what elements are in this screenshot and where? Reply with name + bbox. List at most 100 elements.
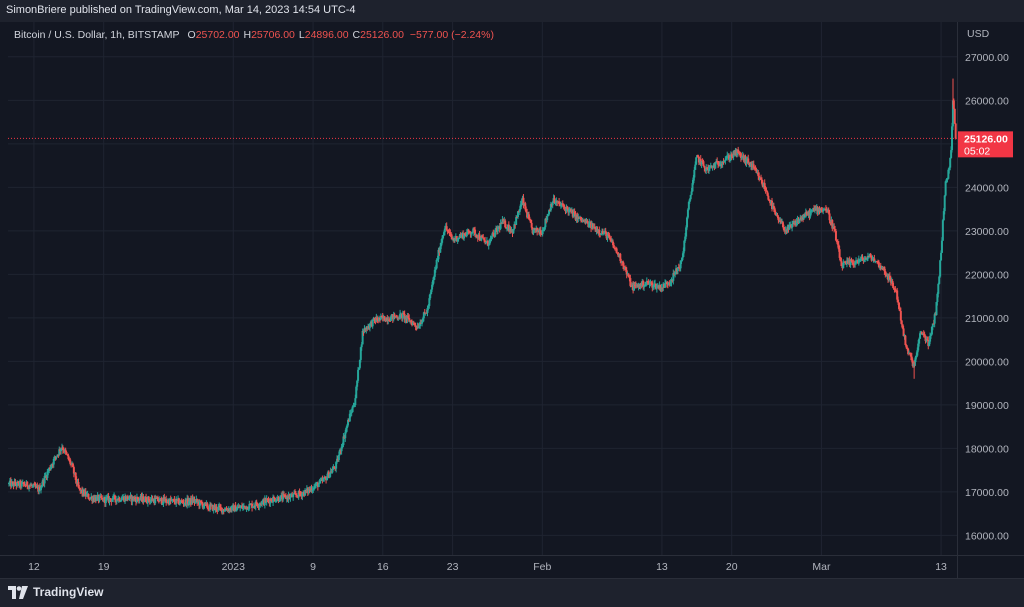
candle <box>901 324 904 330</box>
candle <box>50 463 53 468</box>
candle-body <box>851 261 854 263</box>
candle <box>376 315 379 323</box>
candle <box>445 222 448 232</box>
candle-body <box>470 233 473 235</box>
candle-body <box>810 210 813 212</box>
candle-body <box>929 335 932 342</box>
candle <box>889 275 892 286</box>
candle-body <box>888 275 891 280</box>
candle <box>522 194 525 209</box>
candle <box>873 254 876 262</box>
candle-body <box>823 209 826 211</box>
candle-body <box>451 237 454 240</box>
candle <box>926 336 929 341</box>
legend-low-label: L <box>298 29 305 41</box>
candle-body <box>481 236 484 238</box>
candle <box>182 499 185 507</box>
candle-body <box>753 167 756 169</box>
candle-body <box>294 493 297 496</box>
candle-body <box>906 347 909 349</box>
candle-body <box>307 489 310 493</box>
candle-body <box>14 481 17 485</box>
candle <box>714 161 717 169</box>
candle-body <box>834 229 837 232</box>
candle-body <box>703 165 706 168</box>
chart-panel[interactable]: USD27000.0026000.0025000.0024000.0023000… <box>0 22 1024 578</box>
candle-body <box>344 432 347 439</box>
candle-body <box>491 233 494 237</box>
candle-body <box>716 161 719 163</box>
candle-body <box>181 501 184 503</box>
candle-body <box>554 203 557 205</box>
candle-body <box>680 260 683 262</box>
candle-body <box>127 498 130 500</box>
candle <box>87 493 90 500</box>
candle-body <box>836 242 839 245</box>
candle-body <box>926 339 929 341</box>
candle-body <box>842 263 845 269</box>
candle-body <box>78 487 81 489</box>
candle <box>627 273 630 278</box>
price-tick-label: 19000.00 <box>965 400 1009 412</box>
tradingview-brand: TradingView <box>33 585 104 599</box>
candle-body <box>693 169 696 178</box>
candle <box>251 500 254 512</box>
candle <box>356 379 359 391</box>
candle-body <box>901 324 904 329</box>
candle-body <box>648 283 651 285</box>
candle-body <box>502 219 505 222</box>
candle-body <box>142 496 145 502</box>
candle-body <box>722 161 725 163</box>
candle-body <box>499 223 502 229</box>
candle <box>61 445 64 454</box>
candle-body <box>512 228 515 234</box>
candle <box>705 164 708 175</box>
candle <box>580 216 583 223</box>
candle-body <box>442 232 445 236</box>
candle-body <box>199 500 202 503</box>
candle-body <box>373 317 376 320</box>
candle-body <box>870 257 873 261</box>
candle-body <box>904 335 907 345</box>
candle-body <box>496 227 499 232</box>
candle-body <box>273 497 276 502</box>
candle-body <box>357 369 360 381</box>
candle <box>851 259 854 266</box>
candle-body <box>361 330 364 345</box>
candle-body <box>598 229 601 234</box>
candle-body <box>894 288 897 291</box>
candle-body <box>66 454 69 456</box>
candle <box>629 274 632 288</box>
tradingview-logo-icon <box>8 585 28 599</box>
candle-body <box>610 238 613 242</box>
candle-body <box>261 501 264 505</box>
candle-body <box>544 218 547 228</box>
candle <box>248 500 251 511</box>
candle-body <box>311 489 314 492</box>
candle-body <box>633 284 636 291</box>
candle <box>755 167 758 174</box>
candle-body <box>478 234 481 240</box>
candle <box>368 323 371 332</box>
candle-body <box>530 222 533 228</box>
candle <box>655 283 658 293</box>
candle-body <box>292 494 295 498</box>
price-chart[interactable]: USD27000.0026000.0025000.0024000.0023000… <box>0 22 1024 578</box>
candle-body <box>389 320 392 322</box>
candle-body <box>182 502 185 505</box>
candle-body <box>352 406 355 408</box>
time-tick-label: 13 <box>656 561 668 573</box>
last-price-countdown: 05:02 <box>964 145 990 157</box>
candle-body <box>74 472 77 481</box>
candle <box>261 500 264 508</box>
published-info: SimonBriere published on TradingView.com… <box>6 4 356 16</box>
candle-body <box>346 425 349 429</box>
candle-body <box>115 499 118 502</box>
candle-body <box>777 216 780 221</box>
candle <box>831 219 834 232</box>
candle <box>760 174 763 181</box>
candle-body <box>61 447 64 451</box>
candle-body <box>866 255 869 259</box>
tradingview-logo[interactable]: TradingView <box>8 585 103 599</box>
candle-body <box>855 260 858 263</box>
